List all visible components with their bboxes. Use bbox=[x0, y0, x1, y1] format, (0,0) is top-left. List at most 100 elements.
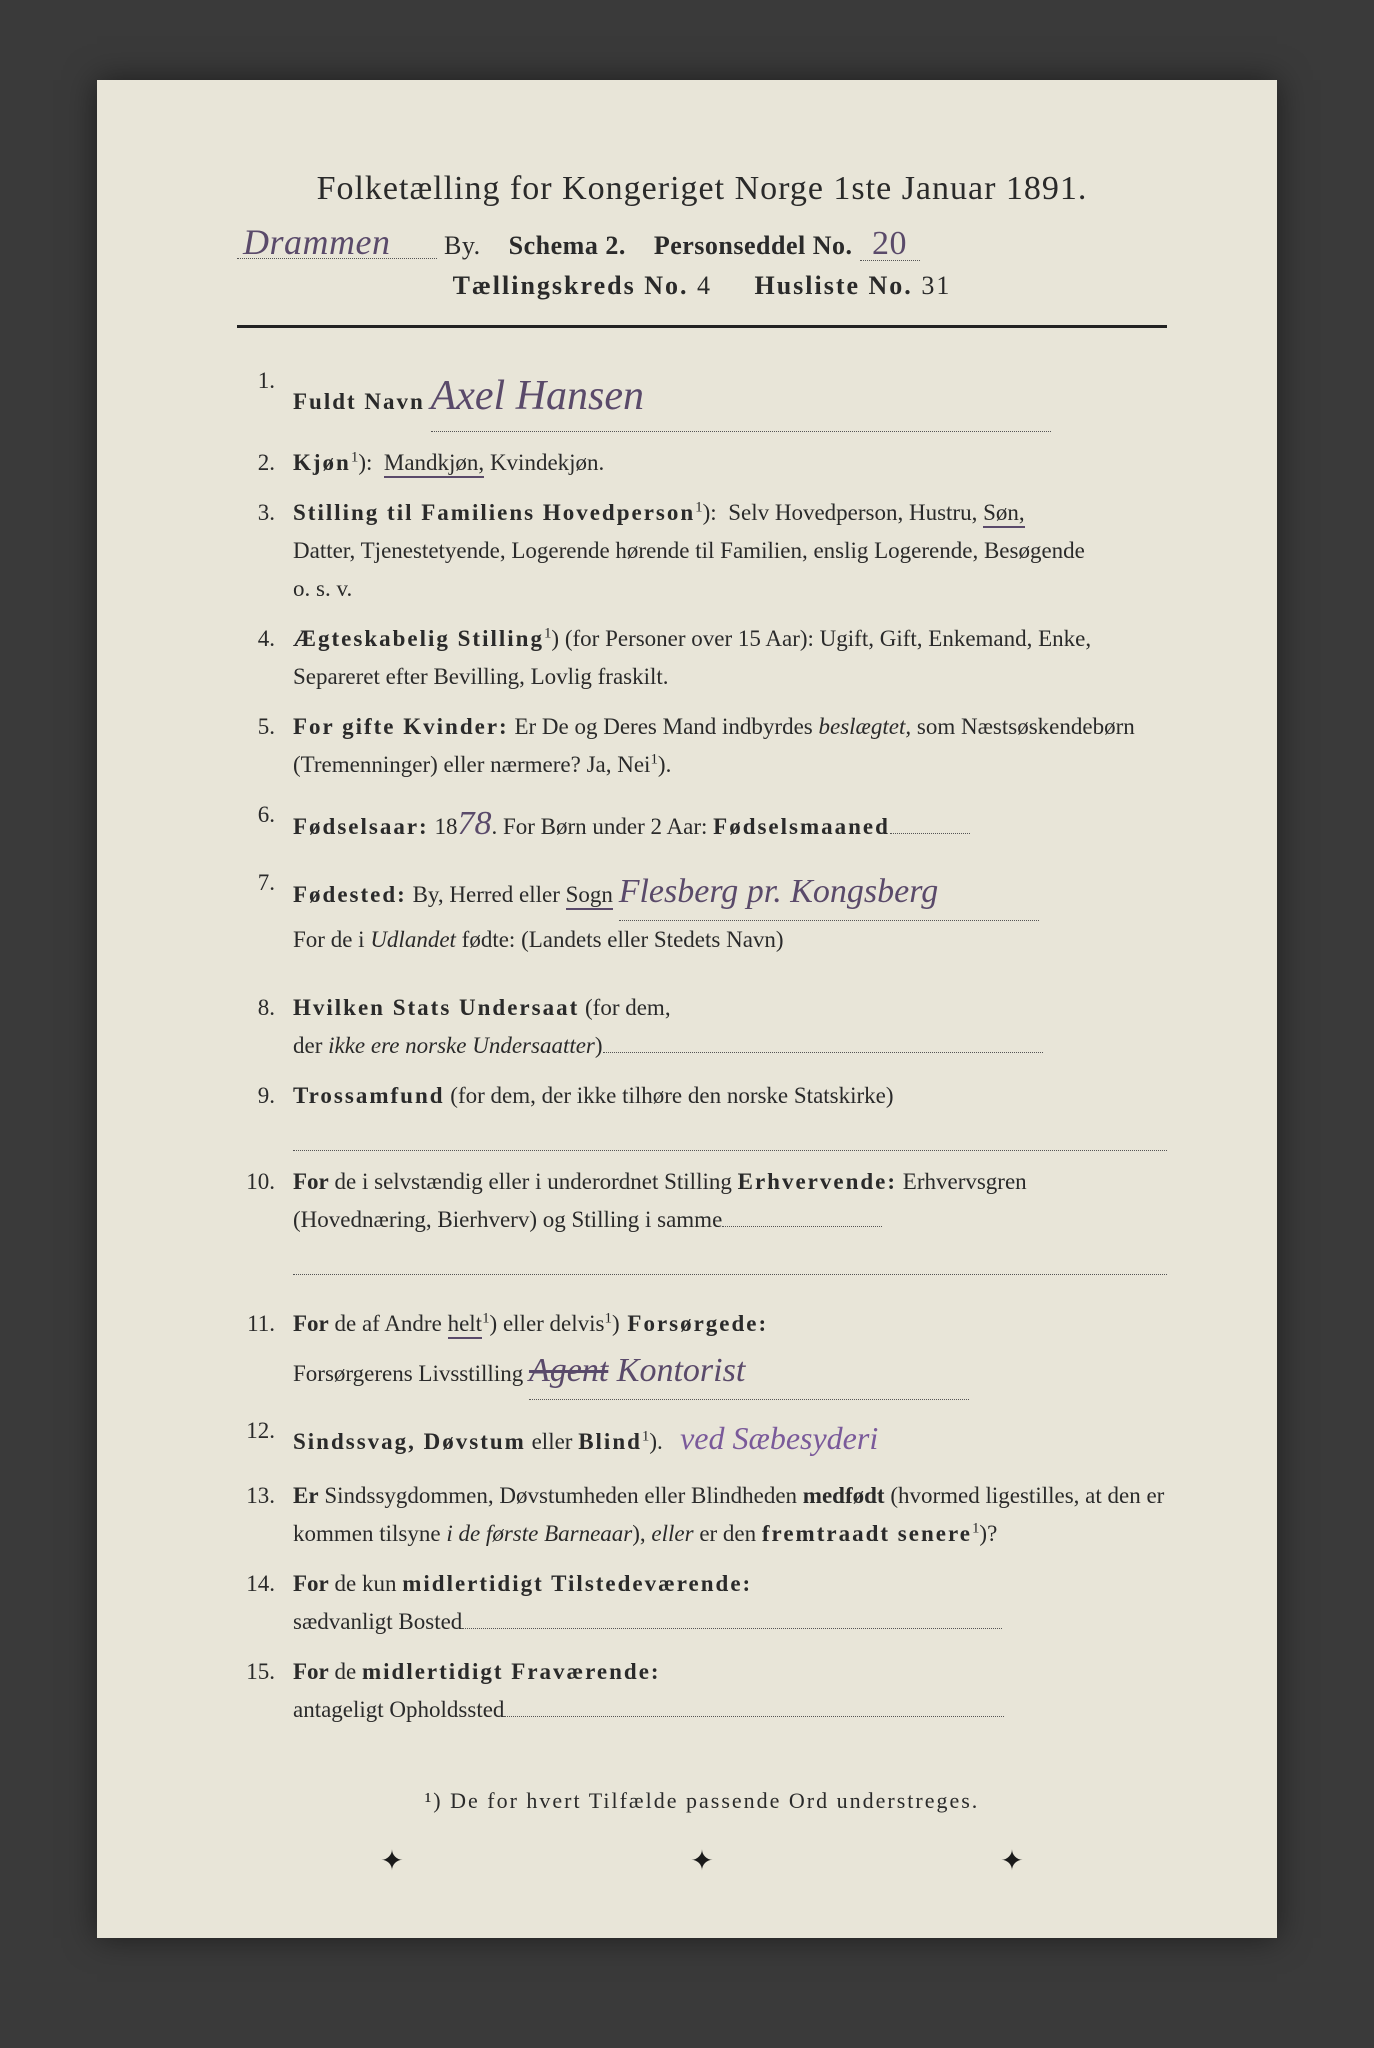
citizen-blank bbox=[603, 1052, 1043, 1053]
field-label: For bbox=[293, 1571, 329, 1596]
item-number: 5. bbox=[237, 708, 293, 746]
kreds-no: 4 bbox=[697, 271, 712, 300]
abroad-text2: fødte: (Landets eller Stedets Navn) bbox=[456, 927, 784, 952]
citizen-ital: ikke ere norske Undersaatter bbox=[328, 1033, 595, 1058]
field-label: Fødested: bbox=[293, 882, 407, 907]
rel-line3: o. s. v. bbox=[293, 570, 1167, 608]
city-value: Drammen bbox=[237, 226, 437, 259]
item-13: 13. Er Sindssygdommen, Døvstumheden elle… bbox=[237, 1477, 1167, 1553]
rel-line2: Datter, Tjenestetyende, Logerende hørend… bbox=[293, 532, 1167, 570]
item-6: 6. Fødselsaar: 1878. For Børn under 2 Aa… bbox=[237, 796, 1167, 852]
header-row-2: Tællingskreds No. 4 Husliste No. 31 bbox=[237, 271, 1167, 301]
field-label: Hvilken Stats Undersaat bbox=[293, 995, 579, 1020]
name-value: Axel Hansen bbox=[431, 373, 644, 419]
field-label: Sindssvag, Døvstum bbox=[293, 1429, 526, 1454]
tmp-blank bbox=[462, 1628, 1002, 1629]
birthplace-value: Flesberg pr. Kongsberg bbox=[619, 873, 939, 910]
census-form-page: Folketælling for Kongeriget Norge 1ste J… bbox=[97, 80, 1277, 1938]
husliste-label: Husliste No. bbox=[754, 271, 912, 300]
month-blank bbox=[890, 833, 970, 834]
sex-selected: Mandkjøn, bbox=[384, 450, 484, 478]
birthplace-text: By, Herred eller bbox=[407, 882, 566, 907]
rel-text-a: Selv Hovedperson, Hustru, bbox=[728, 500, 983, 525]
item-number: 15. bbox=[237, 1653, 293, 1691]
year-value: 78 bbox=[457, 805, 491, 842]
item-2: 2. Kjøn1): Mandkjøn, Kvindekjøn. bbox=[237, 444, 1167, 482]
med-text5: ? bbox=[987, 1521, 997, 1546]
field-label: Trossamfund bbox=[293, 1083, 445, 1108]
header-row-1: Drammen By. Schema 2. Personseddel No. 2… bbox=[237, 226, 1167, 261]
abs-blank bbox=[504, 1716, 1004, 1717]
dep-text2: eller delvis bbox=[497, 1311, 604, 1336]
divider bbox=[237, 325, 1167, 328]
item-number: 1. bbox=[237, 362, 293, 400]
med-text: Sindssygdommen, Døvstumheden eller Blind… bbox=[319, 1483, 803, 1508]
item-number: 6. bbox=[237, 796, 293, 834]
dep-line2: Forsørgerens Livsstilling bbox=[293, 1361, 523, 1386]
tmp-line2: sædvanligt Bosted bbox=[293, 1609, 462, 1634]
item-number: 13. bbox=[237, 1477, 293, 1515]
mark-icon: ✦ bbox=[380, 1844, 403, 1878]
religion-blank bbox=[293, 1119, 1167, 1151]
item-9: 9. Trossamfund (for dem, der ikke tilhør… bbox=[237, 1077, 1167, 1151]
item-5: 5. For gifte Kvinder: Er De og Deres Man… bbox=[237, 708, 1167, 784]
person-no: 20 bbox=[860, 229, 920, 261]
item-number: 11. bbox=[237, 1305, 293, 1343]
item-number: 12. bbox=[237, 1412, 293, 1450]
abroad-text: For de i bbox=[293, 927, 370, 952]
med-bold2: fremtraadt senere bbox=[762, 1521, 972, 1546]
page-title: Folketælling for Kongeriget Norge 1ste J… bbox=[237, 170, 1167, 208]
item-number: 10. bbox=[237, 1163, 293, 1201]
item-7: 7. Fødested: By, Herred eller Sogn Flesb… bbox=[237, 864, 1167, 959]
tmp-bold: midlertidigt Tilstedeværende: bbox=[402, 1571, 752, 1596]
item-3: 3. Stilling til Familiens Hovedperson1):… bbox=[237, 494, 1167, 608]
item-15: 15. For de midlertidigt Fraværende: anta… bbox=[237, 1653, 1167, 1729]
religion-text: (for dem, der ikke tilhøre den norske St… bbox=[445, 1083, 894, 1108]
sex-rest: Kvindekjøn. bbox=[484, 450, 604, 475]
field-label: Fuldt Navn bbox=[293, 389, 425, 414]
dep-strike: Agent bbox=[529, 1352, 608, 1389]
med-bold: medfødt bbox=[803, 1483, 885, 1508]
item-14: 14. For de kun midlertidigt Tilstedevære… bbox=[237, 1565, 1167, 1641]
dep-value: Kontorist bbox=[608, 1352, 745, 1389]
citizen-text2: der bbox=[293, 1033, 328, 1058]
abs-line2: antageligt Opholdssted bbox=[293, 1697, 504, 1722]
month-label: Fødselsmaaned bbox=[713, 814, 890, 839]
abroad-ital: Udlandet bbox=[370, 927, 456, 952]
dis-value: ved Sæbesyderi bbox=[680, 1420, 878, 1456]
item-number: 3. bbox=[237, 494, 293, 532]
rel-selected: Søn, bbox=[983, 500, 1025, 528]
item-10: 10. For de i selvstændig eller i underor… bbox=[237, 1163, 1167, 1275]
schema-label: Schema 2. bbox=[509, 231, 626, 260]
husliste-no: 31 bbox=[921, 271, 951, 300]
abs-bold: midlertidigt Fraværende: bbox=[362, 1659, 661, 1684]
item-8: 8. Hvilken Stats Undersaat (for dem, der… bbox=[237, 989, 1167, 1065]
field-label: For bbox=[293, 1169, 329, 1194]
field-label: For gifte Kvinder: bbox=[293, 714, 509, 739]
field-label: Stilling til Familiens Hovedperson bbox=[293, 500, 695, 525]
item-number: 7. bbox=[237, 864, 293, 902]
med-text3: ), bbox=[632, 1521, 651, 1546]
item-1: 1. Fuldt Navn Axel Hansen bbox=[237, 362, 1167, 432]
field-label: Ægteskabelig Stilling bbox=[293, 626, 544, 651]
dep-bold: Forsørgede: bbox=[620, 1311, 769, 1336]
field-label: Kjøn bbox=[293, 450, 351, 475]
born-text: . For Børn under 2 Aar: bbox=[491, 814, 713, 839]
binding-marks: ✦ ✦ ✦ bbox=[237, 1844, 1167, 1878]
dis-text: eller bbox=[526, 1429, 578, 1454]
med-ital: i de første Barneaar bbox=[446, 1521, 632, 1546]
med-text4: er den bbox=[694, 1521, 762, 1546]
citizen-text3: ) bbox=[595, 1033, 603, 1058]
footnote: ¹) De for hvert Tilfælde passende Ord un… bbox=[237, 1788, 1167, 1814]
item-number: 4. bbox=[237, 620, 293, 658]
item-4: 4. Ægteskabelig Stilling1) (for Personer… bbox=[237, 620, 1167, 696]
item-number: 2. bbox=[237, 444, 293, 482]
mark-icon: ✦ bbox=[690, 1844, 713, 1878]
year-prefix: 18 bbox=[429, 814, 458, 839]
occ-blank2 bbox=[293, 1243, 1167, 1275]
person-label: Personseddel No. bbox=[654, 231, 853, 260]
occ-text: de i selvstændig eller i underordnet Sti… bbox=[329, 1169, 738, 1194]
abs-text: de bbox=[329, 1659, 362, 1684]
field-label: Er bbox=[293, 1483, 319, 1508]
dis-bold: Blind bbox=[578, 1429, 642, 1454]
